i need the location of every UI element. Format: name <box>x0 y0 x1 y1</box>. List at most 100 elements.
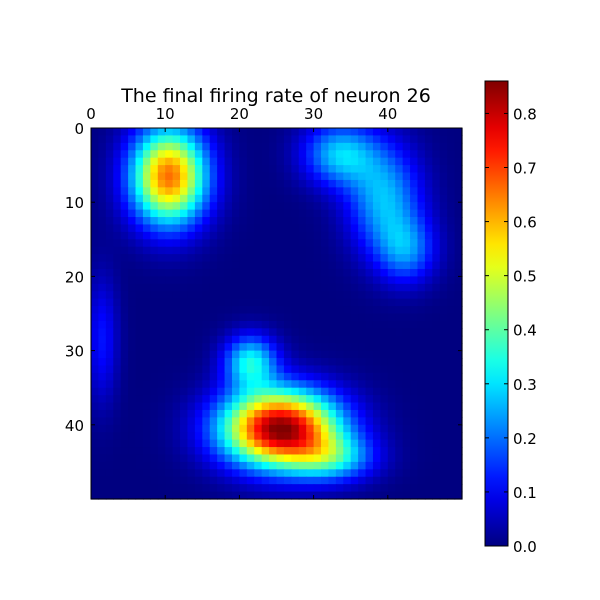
heatmap-cell <box>269 476 278 485</box>
heatmap-cell <box>142 298 151 307</box>
heatmap-cell <box>105 335 114 344</box>
heatmap-cell <box>135 424 144 433</box>
heatmap-cell <box>410 320 419 329</box>
heatmap-cell <box>194 179 203 188</box>
heatmap-cell <box>432 217 441 226</box>
heatmap-cell <box>224 157 233 166</box>
heatmap-cell <box>387 306 396 315</box>
heatmap-cell <box>239 358 248 367</box>
heatmap-cell <box>128 217 137 226</box>
heatmap-cell <box>239 157 248 166</box>
heatmap-cell <box>335 395 344 404</box>
heatmap-cell <box>269 246 278 255</box>
heatmap-cell <box>239 328 248 337</box>
heatmap-cell <box>358 128 367 137</box>
heatmap-cell <box>202 447 211 456</box>
heatmap-cell <box>105 217 114 226</box>
heatmap-cell <box>91 231 100 240</box>
heatmap-cell <box>128 469 137 478</box>
heatmap-cell <box>246 187 255 196</box>
heatmap-cell <box>239 372 248 381</box>
heatmap-cell <box>187 128 196 137</box>
heatmap-cell <box>365 343 374 352</box>
heatmap-cell <box>313 417 322 426</box>
heatmap-cell <box>298 283 307 292</box>
heatmap-cell <box>180 217 189 226</box>
heatmap-cell <box>180 432 189 441</box>
heatmap-cell <box>417 469 426 478</box>
heatmap-cell <box>98 343 107 352</box>
heatmap-cell <box>424 432 433 441</box>
heatmap-cell <box>387 254 396 263</box>
heatmap-cell <box>387 165 396 174</box>
heatmap-cell <box>120 484 129 493</box>
heatmap-cell <box>410 476 419 485</box>
heatmap-cell <box>135 202 144 211</box>
heatmap-cell <box>410 268 419 277</box>
heatmap-cell <box>335 432 344 441</box>
heatmap-cell <box>246 387 255 396</box>
heatmap-cell <box>209 194 218 203</box>
heatmap-cell <box>321 432 330 441</box>
heatmap-cell <box>142 224 151 233</box>
heatmap-cell <box>387 128 396 137</box>
heatmap-cell <box>269 424 278 433</box>
heatmap-cell <box>410 424 419 433</box>
heatmap-cell <box>269 276 278 285</box>
heatmap-cell <box>328 254 337 263</box>
heatmap-cell <box>202 387 211 396</box>
heatmap-cell <box>395 328 404 337</box>
heatmap-cell <box>395 335 404 344</box>
heatmap-cell <box>424 424 433 433</box>
heatmap-cell <box>142 261 151 270</box>
heatmap-cell <box>313 217 322 226</box>
heatmap-cell <box>358 402 367 411</box>
heatmap-cell <box>365 469 374 478</box>
heatmap-cell <box>276 187 285 196</box>
heatmap-cell <box>209 476 218 485</box>
heatmap-cell <box>187 387 196 396</box>
heatmap-cell <box>113 328 122 337</box>
heatmap-cell <box>387 157 396 166</box>
heatmap-cell <box>350 165 359 174</box>
heatmap-cell <box>276 409 285 418</box>
heatmap-cell <box>417 283 426 292</box>
heatmap-cell <box>432 409 441 418</box>
heatmap-cell <box>321 343 330 352</box>
heatmap-cell <box>142 157 151 166</box>
heatmap-cell <box>187 179 196 188</box>
heatmap-cell <box>105 469 114 478</box>
heatmap-cell <box>165 283 174 292</box>
heatmap-cell <box>217 172 226 181</box>
heatmap-cell <box>261 202 270 211</box>
heatmap-cell <box>358 157 367 166</box>
x-tick-label: 10 <box>156 105 175 123</box>
heatmap-cell <box>372 313 381 322</box>
heatmap-cell <box>209 276 218 285</box>
heatmap-cell <box>269 335 278 344</box>
heatmap-cell <box>202 358 211 367</box>
heatmap-cell <box>224 380 233 389</box>
heatmap-cell <box>439 395 448 404</box>
heatmap-cell <box>113 484 122 493</box>
heatmap-cell <box>321 491 330 500</box>
heatmap-cell <box>128 254 137 263</box>
heatmap-cell <box>447 469 456 478</box>
heatmap-cell <box>439 128 448 137</box>
heatmap-cell <box>454 142 463 151</box>
heatmap-cell <box>172 484 181 493</box>
heatmap-cell <box>424 409 433 418</box>
heatmap-cell <box>439 372 448 381</box>
heatmap-cell <box>454 217 463 226</box>
heatmap-cell <box>246 484 255 493</box>
heatmap-cell <box>387 439 396 448</box>
heatmap-cell <box>202 150 211 159</box>
heatmap-cell <box>380 276 389 285</box>
heatmap-cell <box>291 224 300 233</box>
heatmap-cell <box>343 402 352 411</box>
heatmap-cell <box>135 432 144 441</box>
heatmap-cell <box>417 217 426 226</box>
heatmap-cell <box>283 298 292 307</box>
heatmap-cell <box>298 372 307 381</box>
heatmap-cell <box>194 476 203 485</box>
